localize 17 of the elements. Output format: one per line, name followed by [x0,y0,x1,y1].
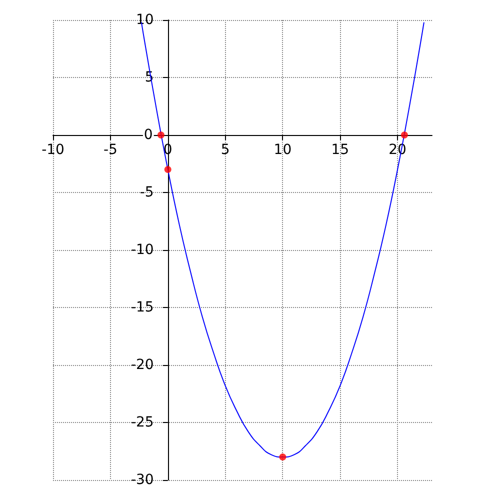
x-tick-label: 5 [220,142,230,158]
point [157,132,164,138]
y-tick-label: -5 [140,184,154,200]
y-tick-label: -10 [130,242,154,258]
y-tick-label: -15 [130,300,154,316]
x-tick-label: -5 [103,142,118,158]
point [164,166,172,173]
y-tick-label: 0 [144,127,153,143]
y-tick-label: -20 [130,357,154,373]
x-tick-label: 10 [274,142,292,158]
y-tick-label: -25 [130,414,154,430]
x-tick-label: 15 [331,142,350,158]
point [400,132,408,138]
y-tick-label: 10 [136,12,154,28]
point [279,454,286,460]
y-tick-label: -30 [130,472,154,488]
x-tick-label: -10 [42,142,64,158]
